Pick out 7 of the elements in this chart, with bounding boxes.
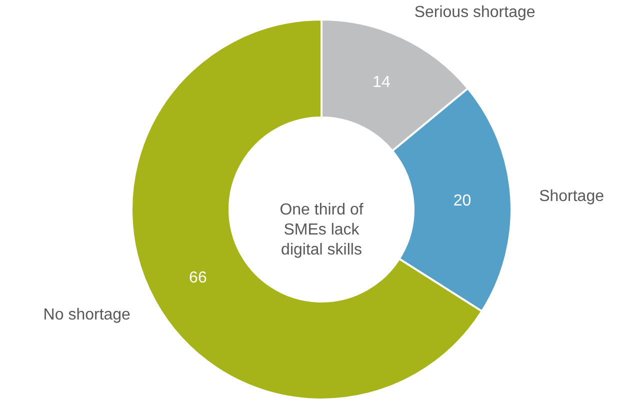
slice-label: Shortage [539, 188, 604, 205]
slice-label: Serious shortage [414, 4, 536, 22]
data-label: 66 [189, 269, 207, 286]
data-label: 20 [453, 192, 472, 210]
data-label: 14 [372, 74, 391, 91]
text: One third of SMEs lack digital skills [280, 202, 364, 258]
slice-label: No shortage [43, 306, 131, 324]
